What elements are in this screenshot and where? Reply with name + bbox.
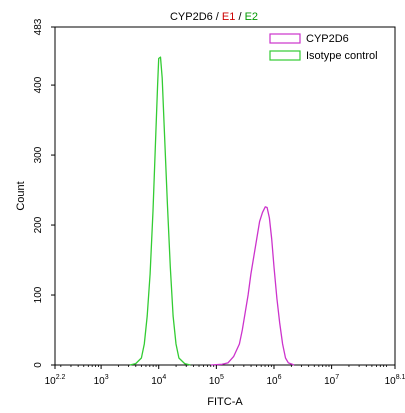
x-tick-exponent: 5 [220,374,224,381]
y-tick-label: 483 [33,18,44,35]
y-tick-label: 300 [33,146,44,163]
x-tick-label: 105 [209,374,224,387]
x-tick-label: 102.2 [45,374,66,387]
x-tick-base: 10 [151,376,163,387]
title-part-0: CYP2D6 [170,11,213,23]
y-axis-label: Count [15,181,27,210]
legend-label-1: Isotype control [306,50,378,62]
x-tick-base: 10 [385,376,397,387]
plot-frame [54,26,396,366]
legend-swatch-0 [269,33,301,44]
x-tick-label: 106 [266,374,281,387]
x-tick-exponent: 8.1 [396,374,405,381]
x-tick-label: 103 [94,374,109,387]
x-tick-label: 104 [151,374,166,387]
series-line-cyp2d6 [210,206,295,366]
x-tick-exponent: 4 [162,374,166,381]
series-line-isotype-control [129,56,191,366]
legend-swatch-1 [269,50,301,61]
x-tick-base: 10 [209,376,221,387]
x-tick-exponent: 7 [335,374,339,381]
x-tick-base: 10 [45,376,57,387]
y-tick-label: 100 [33,286,44,303]
x-tick-label: 107 [324,374,339,387]
x-tick-base: 10 [324,376,336,387]
y-tick-label: 200 [33,216,44,233]
chart-title: CYP2D6 / E1 / E2 [170,11,258,23]
legend: CYP2D6 Isotype control [269,33,378,62]
x-tick-label: 108.1 [385,374,405,387]
x-tick-exponent: 2.2 [56,374,66,381]
x-tick-base: 10 [266,376,278,387]
x-tick-exponent: 3 [105,374,109,381]
x-tick-exponent: 6 [278,374,282,381]
x-axis-label: FITC-A [207,396,243,408]
title-part-4: E2 [245,11,258,23]
legend-label-0: CYP2D6 [306,33,349,45]
title-part-1: / [213,11,222,23]
series-layer [129,56,295,366]
title-part-3: / [235,11,244,23]
x-tick-base: 10 [94,376,106,387]
y-tick-label: 0 [33,362,44,368]
title-part-2: E1 [222,11,235,23]
y-tick-label: 400 [33,76,44,93]
